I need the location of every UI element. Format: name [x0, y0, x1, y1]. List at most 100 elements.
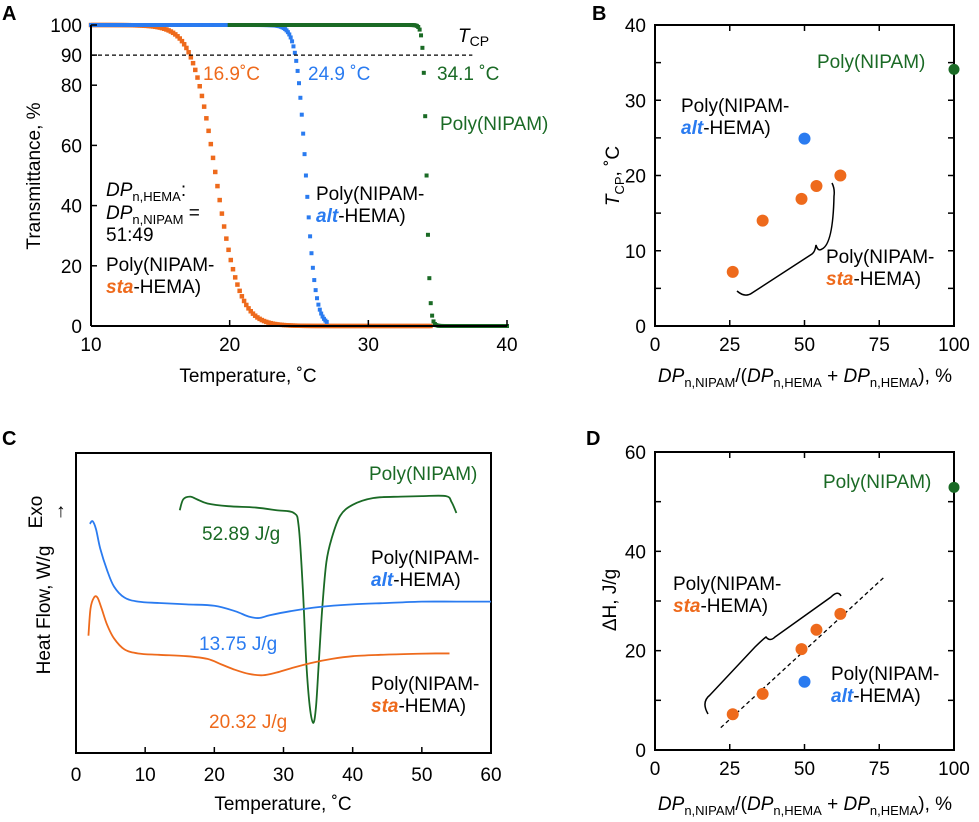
y-tick-label: 100	[50, 16, 82, 37]
y-tick-label: 20	[61, 257, 82, 278]
data-point	[288, 35, 293, 40]
ratio-line-2-main: DP	[106, 203, 133, 224]
y-tick-label: 0	[635, 317, 646, 338]
data-point	[197, 83, 202, 89]
y-tick-label: 20	[625, 642, 646, 663]
x-tick-label: 10	[135, 765, 156, 786]
panel-c-x-axis-label: Temperature, ˚C	[214, 794, 351, 815]
y-tick-label: 30	[625, 91, 646, 112]
data-point-sta	[726, 265, 739, 278]
data-point	[190, 60, 196, 66]
y-tick-label: 20	[625, 167, 646, 188]
sta-keyword: sta	[106, 277, 134, 298]
xlabel-part: n,HEMA	[870, 803, 919, 818]
xlabel-part: DP	[658, 794, 685, 815]
data-point-sta	[834, 607, 847, 620]
data-point	[184, 45, 189, 51]
sta-label-tail: -HEMA)	[853, 269, 921, 290]
data-point	[324, 319, 329, 324]
xlabel-part: DP	[843, 366, 870, 387]
sta-label-tail: -HEMA)	[133, 277, 201, 298]
sta-keyword: sta	[673, 596, 701, 617]
sta-curve-label-line2: sta-HEMA)	[371, 696, 466, 717]
alt-curve-label-line1: Poly(NIPAM-	[371, 548, 479, 569]
data-point	[430, 313, 435, 318]
data-point-sta	[756, 214, 769, 227]
y-tick-label: 10	[625, 242, 646, 263]
x-tick-label: 20	[204, 765, 225, 786]
ratio-line-2-tail: =	[183, 203, 199, 224]
data-point	[177, 36, 182, 41]
xlabel-part: n,HEMA	[773, 803, 822, 818]
data-point	[316, 302, 321, 307]
data-point	[295, 68, 300, 73]
ylabel-main: T	[603, 193, 624, 206]
panel-a-x-axis-label: Temperature, ˚C	[179, 366, 316, 387]
ylabel-tail: , ˚C	[603, 146, 624, 177]
data-point-sta	[810, 180, 823, 193]
sta-tcp-value: 16.9˚C	[203, 64, 260, 85]
data-point	[199, 93, 205, 99]
xlabel-part: ), %	[918, 794, 952, 815]
panel-d-enthalpy-chart: D 0 25 50 75 100 0 20 40 60 Poly(NIPAM) Poly(NIP…	[586, 428, 970, 818]
ylabel-sub: CP	[612, 176, 627, 194]
panel-b-tcp-chart: B 0 25 50 75 100 0 10 20 30 40 Poly(NIPAM) Poly(N…	[592, 3, 970, 390]
xlabel-part: n,NIPAM	[684, 803, 735, 818]
tcp-label: TCP	[458, 26, 489, 49]
data-point	[302, 152, 307, 157]
x-tick-label: 20	[219, 335, 240, 356]
alt-point-label-line1: Poly(NIPAM-	[831, 664, 939, 685]
data-point	[239, 294, 245, 299]
x-tick-label: 10	[80, 335, 101, 356]
ratio-line-3: 51:49	[106, 225, 154, 246]
sta-enthalpy: 20.32 J/g	[209, 712, 287, 733]
sta-group-label-line1: Poly(NIPAM-	[673, 574, 781, 595]
data-point	[419, 33, 424, 38]
x-tick-label: 0	[650, 759, 661, 780]
x-tick-label: 60	[480, 765, 501, 786]
data-point	[221, 224, 227, 229]
data-point	[285, 30, 290, 35]
x-tick-label: 0	[650, 335, 661, 356]
x-tick-label: 40	[342, 765, 363, 786]
panel-a-transmittance-chart: A 10 20 30 40 0 20 40 60 80 90 100 TCP 16.9˚C 24.9…	[2, 3, 548, 387]
alt-keyword: alt	[681, 118, 704, 139]
data-point	[224, 236, 229, 241]
ratio-line-2: DPn,NIPAM =	[106, 203, 200, 227]
alt-enthalpy: 13.75 J/g	[199, 634, 277, 655]
nipam-curve-label: Poly(NIPAM)	[369, 464, 477, 485]
nipam-point-label: Poly(NIPAM)	[823, 472, 931, 493]
panel-b-x-axis-label: DPn,NIPAM/(DPn,HEMA + DPn,HEMA), %	[658, 366, 952, 390]
xlabel-part: n,HEMA	[773, 375, 822, 390]
xlabel-part: DP	[747, 794, 774, 815]
data-point-sta	[795, 643, 808, 656]
data-point	[301, 131, 306, 136]
data-point	[427, 276, 432, 281]
panel-label-d: D	[586, 428, 600, 450]
panel-c-dsc-chart: C 0 10 20 30 40 50 60 Poly(NIPAM) 52.89 J/g Po…	[2, 428, 502, 815]
data-point	[312, 278, 317, 283]
data-point	[212, 169, 218, 175]
sta-group-label-line1: Poly(NIPAM-	[826, 247, 934, 268]
x-tick-label: 75	[869, 335, 890, 356]
y-tick-label: 80	[61, 76, 82, 97]
tcp-label-main: T	[458, 26, 471, 47]
data-point	[230, 266, 236, 272]
x-tick-label: 50	[794, 335, 815, 356]
data-point	[204, 116, 209, 121]
sta-group-label-line2: sta-HEMA)	[673, 596, 768, 617]
data-point	[193, 67, 198, 73]
x-tick-label: 25	[719, 759, 740, 780]
data-point	[317, 307, 322, 312]
x-tick-label: 50	[794, 759, 815, 780]
sta-group-brace	[704, 592, 842, 715]
data-point	[244, 302, 249, 308]
xlabel-part: +	[822, 794, 844, 815]
data-point-alt	[798, 675, 811, 688]
data-point	[217, 197, 222, 203]
data-point	[294, 58, 299, 63]
data-point	[246, 306, 251, 311]
panel-a-y-axis-label: Transmittance, %	[24, 102, 45, 249]
tcp-label-sub: CP	[470, 33, 489, 49]
alt-point-label-line2: alt-HEMA)	[681, 118, 771, 139]
